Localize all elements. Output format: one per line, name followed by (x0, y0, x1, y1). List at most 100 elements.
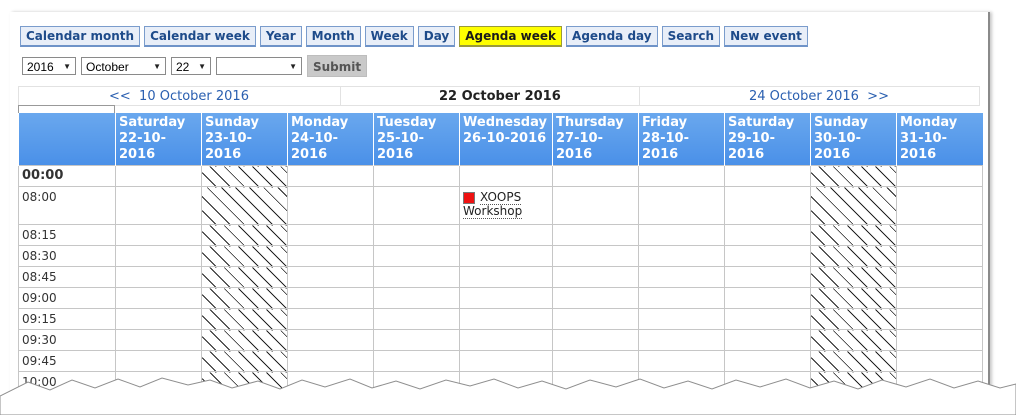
time-slot-cell[interactable] (459, 165, 553, 187)
time-slot-cell[interactable] (115, 350, 202, 372)
time-slot-cell[interactable] (459, 245, 553, 267)
time-slot-cell[interactable] (638, 224, 725, 246)
time-slot-cell[interactable] (373, 329, 460, 351)
time-slot-cell[interactable] (552, 350, 639, 372)
time-slot-cell[interactable] (724, 224, 811, 246)
time-slot-cell[interactable] (896, 308, 983, 330)
tab-day[interactable]: Day (417, 26, 456, 47)
time-slot-cell[interactable] (896, 266, 983, 288)
time-slot-cell[interactable] (552, 308, 639, 330)
time-slot-cell[interactable] (459, 329, 553, 351)
day-select[interactable]: 22 ▼ (171, 57, 211, 75)
time-slot-cell[interactable] (373, 224, 460, 246)
time-slot-cell[interactable] (724, 165, 811, 187)
tab-calendar-month[interactable]: Calendar month (20, 26, 141, 47)
day-header[interactable]: Thursday 27-10-2016 (552, 113, 639, 166)
time-slot-cell[interactable] (724, 245, 811, 267)
time-slot-cell[interactable] (638, 245, 725, 267)
tab-week[interactable]: Week (364, 26, 414, 47)
time-slot-cell[interactable] (552, 224, 639, 246)
time-slot-cell[interactable] (115, 245, 202, 267)
time-slot-cell[interactable] (287, 329, 374, 351)
time-slot-cell[interactable] (287, 224, 374, 246)
calendar-event[interactable]: XOOPS Workshop (463, 190, 549, 219)
time-slot-cell[interactable] (552, 329, 639, 351)
time-slot-cell[interactable] (459, 308, 553, 330)
time-slot-cell[interactable] (638, 350, 725, 372)
time-slot-cell[interactable] (373, 245, 460, 267)
day-header[interactable]: Saturday 22-10-2016 (115, 113, 202, 166)
next-period-link[interactable]: 24 October 2016 >> (749, 89, 889, 104)
day-header[interactable]: Monday 31-10-2016 (896, 113, 983, 166)
time-slot-cell[interactable] (896, 165, 983, 187)
time-slot-cell[interactable] (287, 245, 374, 267)
time-slot-cell[interactable] (724, 308, 811, 330)
time-slot-cell[interactable] (552, 245, 639, 267)
previous-period-link[interactable]: << 10 October 2016 (109, 89, 249, 104)
time-slot-cell[interactable] (724, 287, 811, 309)
day-header[interactable]: Friday 28-10-2016 (638, 113, 725, 166)
time-slot-cell[interactable] (724, 186, 811, 225)
extra-select[interactable]: ▼ (216, 57, 302, 75)
day-header[interactable]: Monday 24-10-2016 (287, 113, 374, 166)
day-header[interactable]: Saturday 29-10-2016 (724, 113, 811, 166)
time-slot-cell[interactable] (638, 287, 725, 309)
time-slot-cell[interactable] (724, 329, 811, 351)
time-slot-cell[interactable] (287, 165, 374, 187)
tab-year[interactable]: Year (259, 26, 302, 47)
time-slot-cell[interactable] (896, 224, 983, 246)
tab-search[interactable]: Search (661, 26, 721, 47)
year-select[interactable]: 2016 ▼ (22, 57, 76, 75)
time-slot-cell[interactable] (115, 266, 202, 288)
time-slot-cell[interactable] (287, 266, 374, 288)
submit-button[interactable]: Submit (307, 55, 368, 77)
time-slot-cell[interactable] (115, 287, 202, 309)
time-slot-cell[interactable] (115, 308, 202, 330)
tab-new-event[interactable]: New event (724, 26, 808, 47)
time-slot-cell[interactable] (552, 165, 639, 187)
time-slot-cell[interactable] (287, 287, 374, 309)
time-slot-cell[interactable] (459, 224, 553, 246)
time-slot-cell[interactable] (896, 350, 983, 372)
time-slot-cell[interactable] (459, 287, 553, 309)
time-slot-cell[interactable] (115, 224, 202, 246)
time-slot-cell[interactable] (459, 350, 553, 372)
tab-agenda-week[interactable]: Agenda week (459, 26, 563, 47)
time-slot-cell[interactable] (373, 186, 460, 225)
time-slot-cell[interactable] (638, 266, 725, 288)
month-select[interactable]: October ▼ (81, 57, 166, 75)
event-title-link[interactable]: XOOPS Workshop (463, 190, 523, 219)
time-slot-cell[interactable] (724, 350, 811, 372)
time-slot-cell[interactable] (552, 186, 639, 225)
time-slot-cell[interactable] (552, 287, 639, 309)
day-header[interactable]: Tuesday 25-10-2016 (373, 113, 460, 166)
day-header[interactable]: Sunday 23-10-2016 (201, 113, 288, 166)
tab-agenda-day[interactable]: Agenda day (566, 26, 658, 47)
time-slot-cell[interactable] (459, 266, 553, 288)
time-slot-cell[interactable] (115, 186, 202, 225)
day-header[interactable]: Sunday 30-10-2016 (810, 113, 897, 166)
time-slot-cell[interactable] (552, 266, 639, 288)
time-slot-cell[interactable] (896, 245, 983, 267)
time-slot-cell[interactable] (373, 287, 460, 309)
time-slot-cell[interactable] (115, 165, 202, 187)
time-slot-cell[interactable] (287, 186, 374, 225)
time-slot-cell[interactable] (638, 308, 725, 330)
time-slot-cell[interactable] (287, 308, 374, 330)
time-slot-cell[interactable] (896, 329, 983, 351)
time-slot-cell[interactable] (638, 329, 725, 351)
time-slot-cell[interactable] (638, 165, 725, 187)
tab-calendar-week[interactable]: Calendar week (144, 26, 256, 47)
time-slot-cell[interactable] (896, 186, 983, 225)
time-slot-cell[interactable] (373, 350, 460, 372)
time-slot-cell[interactable] (638, 186, 725, 225)
time-slot-cell[interactable] (373, 308, 460, 330)
time-slot-cell[interactable] (115, 329, 202, 351)
day-header[interactable]: Wednesday 26-10-2016 (459, 113, 553, 166)
time-slot-cell[interactable] (896, 287, 983, 309)
tab-month[interactable]: Month (305, 26, 361, 47)
time-slot-cell[interactable] (373, 165, 460, 187)
time-slot-cell[interactable] (287, 350, 374, 372)
time-slot-cell[interactable] (724, 266, 811, 288)
time-slot-cell[interactable] (373, 266, 460, 288)
